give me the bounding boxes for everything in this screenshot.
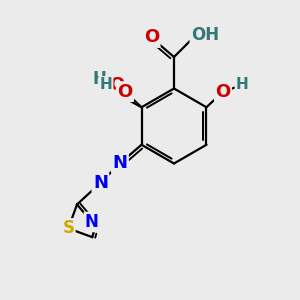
Text: N: N	[85, 213, 99, 231]
Text: OH: OH	[191, 26, 219, 44]
Text: H: H	[99, 77, 112, 92]
Text: O: O	[117, 82, 133, 100]
Text: O: O	[215, 82, 231, 100]
Text: O: O	[109, 76, 124, 94]
Text: N: N	[93, 174, 108, 192]
Text: H: H	[93, 70, 106, 88]
Text: S: S	[62, 219, 74, 237]
Text: H: H	[236, 77, 249, 92]
Text: O: O	[144, 28, 159, 46]
Text: N: N	[112, 154, 128, 172]
